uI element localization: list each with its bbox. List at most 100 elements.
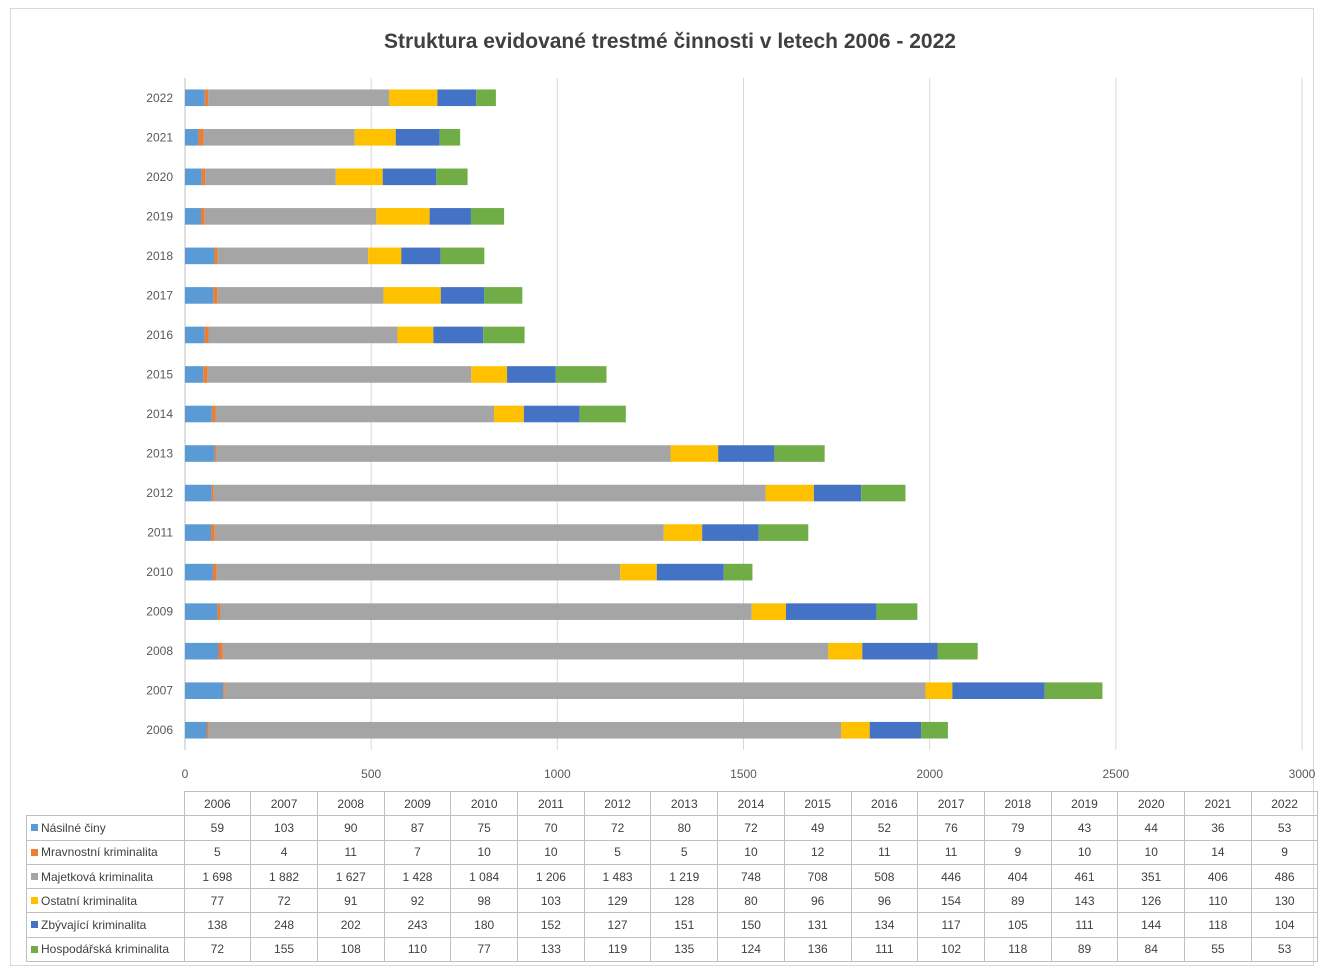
y-tick-label: 2014 — [146, 407, 173, 421]
table-cell: 152 — [517, 912, 585, 938]
table-column-header: 2019 — [1050, 790, 1119, 817]
x-tick-label: 2500 — [1102, 767, 1129, 781]
y-tick-label: 2019 — [146, 209, 173, 223]
data-table: 2006 2007 2008 2009 2010 2011 2012 2013 2014 2015… — [26, 790, 1319, 963]
y-tick-label: 2017 — [146, 288, 173, 302]
bar-segment — [214, 524, 664, 541]
table-cell: 5 — [183, 839, 252, 865]
table-cell: 1 627 — [316, 863, 385, 890]
table-cell: 150 — [717, 912, 785, 938]
table-cell: 76 — [917, 815, 985, 841]
table-cell: 36 — [1184, 815, 1252, 841]
table-cell: 5 — [583, 839, 652, 865]
bar-segment — [208, 326, 398, 344]
bar-segment — [211, 484, 214, 502]
table-column-header: 2007 — [250, 790, 318, 817]
table-cell: 55 — [1184, 936, 1252, 963]
table-cell: 14 — [1184, 839, 1252, 865]
bar-segment — [185, 563, 213, 581]
y-tick-label: 2015 — [146, 367, 173, 381]
table-cell: 128 — [650, 888, 719, 914]
table-cell: 103 — [250, 815, 318, 841]
bar-segment — [185, 326, 205, 344]
data-table-header: 2006 2007 2008 2009 2010 2011 2012 2013 2014 2015… — [26, 790, 1319, 817]
table-cell: 5 — [650, 839, 719, 865]
table-cell: 11 — [850, 839, 919, 865]
table-cell: 43 — [1050, 815, 1119, 841]
bar-segment — [185, 208, 202, 225]
bar-segment — [476, 89, 496, 107]
table-cell: 108 — [316, 936, 385, 963]
legend-label: Ostatní kriminalita — [41, 893, 138, 908]
legend-swatch — [31, 824, 38, 832]
legend-swatch — [31, 921, 38, 929]
y-tick-label: 2011 — [147, 526, 173, 540]
table-column-header: 2012 — [583, 790, 652, 817]
y-tick-label: 2021 — [146, 130, 173, 144]
legend-label: Zbývající kriminalita — [41, 918, 147, 933]
table-cell: 446 — [917, 863, 985, 890]
legend-swatch — [31, 848, 38, 856]
table-cell: 89 — [983, 888, 1052, 914]
table-cell: 118 — [983, 936, 1052, 963]
bar-segment — [185, 366, 204, 383]
bar-segment — [201, 208, 205, 225]
table-cell: 9 — [1250, 839, 1319, 865]
bar-segment — [718, 445, 775, 462]
bar-segment — [702, 524, 759, 541]
table-column-header: 2010 — [450, 790, 519, 817]
table-cell: 136 — [783, 936, 852, 963]
bar-segment — [207, 366, 472, 383]
table-cell: 10 — [1117, 839, 1186, 865]
table-cell: 1 882 — [250, 863, 318, 890]
table-cell: 118 — [1184, 912, 1252, 938]
table-cell: 351 — [1117, 863, 1186, 890]
table-cell: 111 — [850, 936, 919, 963]
table-cell: 10 — [1050, 839, 1119, 865]
legend-label: Majetková kriminalita — [41, 869, 154, 884]
y-tick-label: 2010 — [146, 565, 173, 579]
bar-segment — [663, 524, 703, 541]
bar-segment — [389, 89, 438, 107]
bar-segment — [440, 287, 485, 304]
bar-segment — [952, 682, 1045, 700]
table-cell: 131 — [783, 912, 852, 938]
table-column-header: 2006 — [183, 790, 252, 817]
bar-segment — [382, 168, 437, 186]
table-cell: 52 — [850, 815, 919, 841]
table-column-header: 2009 — [383, 790, 452, 817]
table-cell: 77 — [450, 936, 519, 963]
table-cell: 130 — [1250, 888, 1319, 914]
table-cell: 84 — [1117, 936, 1186, 963]
bar-segment — [216, 563, 621, 581]
legend-swatch — [31, 945, 38, 953]
table-cell: 105 — [983, 912, 1052, 938]
table-cell: 461 — [1050, 863, 1119, 890]
table-cell: 748 — [717, 863, 785, 890]
bar-segment — [185, 682, 224, 700]
table-cell: 92 — [383, 888, 452, 914]
table-cell: 119 — [583, 936, 652, 963]
bar-segment — [185, 642, 219, 660]
bar-segment — [223, 682, 225, 700]
table-cell: 96 — [783, 888, 852, 914]
bar-segment — [215, 405, 495, 423]
y-tick-label: 2013 — [146, 447, 173, 461]
table-cell: 134 — [850, 912, 919, 938]
table-column-header: 2022 — [1250, 790, 1319, 817]
table-cell: 103 — [517, 888, 585, 914]
table-cell: 1 206 — [517, 863, 585, 890]
x-tick-label: 500 — [361, 767, 381, 781]
bar-segment — [204, 89, 209, 107]
y-tick-label: 2018 — [146, 249, 173, 263]
table-cell: 110 — [383, 936, 452, 963]
x-tick-label: 1000 — [544, 767, 571, 781]
x-tick-label: 0 — [182, 767, 189, 781]
bar-segment — [185, 484, 212, 502]
table-cell: 77 — [183, 888, 252, 914]
bar-segment — [785, 603, 877, 620]
table-column-header: 2016 — [850, 790, 919, 817]
y-tick-label: 2008 — [146, 644, 173, 658]
bar-segment — [861, 484, 906, 502]
table-cell: 79 — [983, 815, 1052, 841]
